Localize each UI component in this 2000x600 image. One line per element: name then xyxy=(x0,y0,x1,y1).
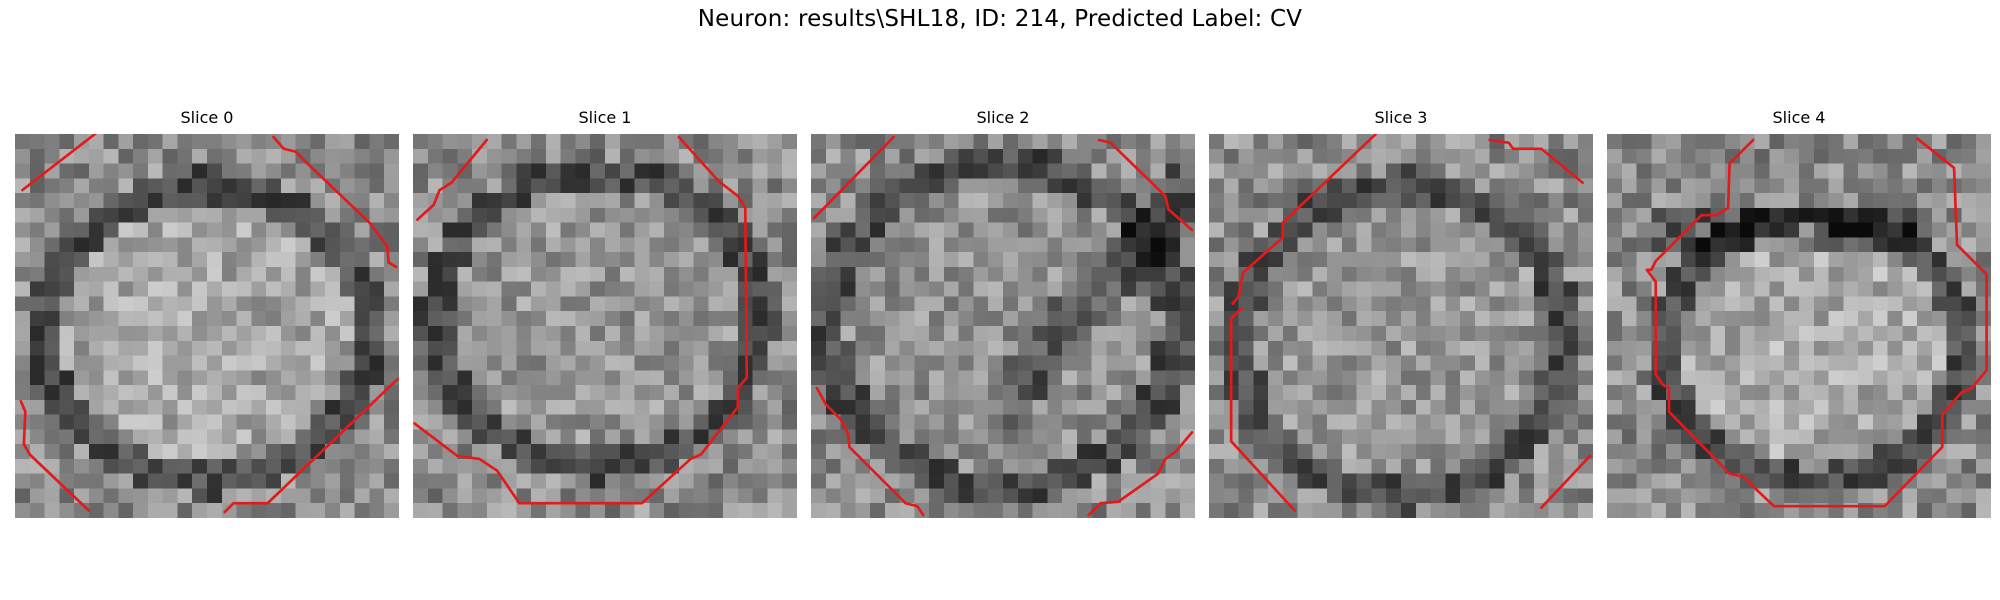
slice-image-4 xyxy=(1607,134,1991,518)
contour-line-0-0 xyxy=(21,134,98,192)
contour-line-3-3 xyxy=(1539,454,1592,509)
contour-overlay-1 xyxy=(413,135,749,505)
contour-line-3-2 xyxy=(1229,306,1296,512)
contour-overlay-2 xyxy=(812,135,1194,517)
slice-title-0: Slice 0 xyxy=(180,108,234,127)
contour-overlay-3 xyxy=(1229,134,1592,512)
slice-title-3: Slice 3 xyxy=(1374,108,1428,127)
contour-line-2-1 xyxy=(1097,138,1194,232)
contour-line-1-1 xyxy=(413,135,749,505)
slice-title-1: Slice 1 xyxy=(578,108,632,127)
slice-image-0 xyxy=(15,134,399,518)
slice-image-2 xyxy=(811,134,1195,518)
contour-line-0-2 xyxy=(19,399,91,512)
slice-image-3 xyxy=(1209,134,1593,518)
contour-line-4-0 xyxy=(1645,137,1988,508)
contour-line-2-3 xyxy=(1087,431,1194,517)
contour-overlay-0 xyxy=(19,134,399,514)
slice-image-1 xyxy=(413,134,797,518)
slice-title-2: Slice 2 xyxy=(976,108,1030,127)
contour-overlay-4 xyxy=(1645,137,1988,508)
contour-line-1-0 xyxy=(416,138,489,221)
contour-line-3-0 xyxy=(1231,134,1378,306)
contour-line-0-1 xyxy=(272,135,398,269)
contour-line-0-3 xyxy=(223,377,399,514)
contour-line-3-1 xyxy=(1488,138,1584,185)
figure-title: Neuron: results\SHL18, ID: 214, Predicte… xyxy=(697,6,1303,32)
slice-title-4: Slice 4 xyxy=(1772,108,1826,127)
contour-line-2-2 xyxy=(815,386,925,517)
contour-line-2-0 xyxy=(812,135,896,220)
